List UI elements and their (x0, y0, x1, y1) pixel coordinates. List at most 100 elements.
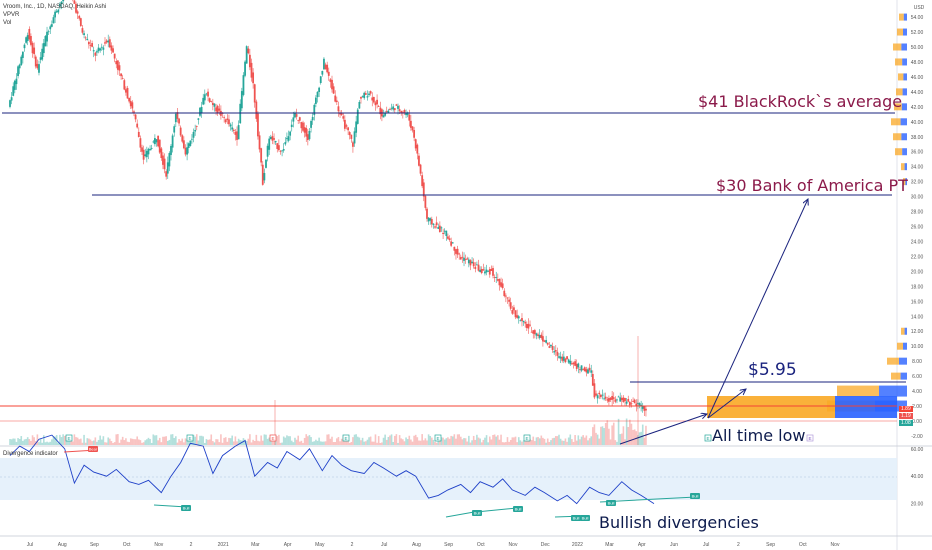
candle-body-384 (627, 399, 630, 402)
candle-body-281 (461, 256, 464, 258)
volume-bar-229 (377, 436, 380, 445)
candle-body-77 (133, 111, 135, 113)
candle-body-153 (255, 101, 258, 119)
volume-bar-357 (583, 437, 586, 445)
candle-body-83 (142, 149, 145, 160)
volume-bar-388 (633, 429, 636, 445)
osc-tick-2: 60.00 (911, 447, 924, 453)
volume-bar-235 (387, 436, 390, 445)
earnings-marker-future (806, 434, 814, 442)
candle-body-346 (566, 356, 568, 360)
volume-bar-274 (450, 435, 452, 445)
volume-bar-4 (15, 441, 18, 445)
candle-body-248 (408, 114, 411, 121)
volume-bar-302 (495, 436, 498, 445)
volume-bar-347 (567, 437, 570, 445)
volume-bar-70 (121, 436, 124, 445)
volume-bar-148 (247, 438, 250, 445)
candle-body-166 (276, 143, 279, 149)
volume-bar-91 (155, 435, 158, 445)
volume-bar-132 (221, 442, 224, 445)
volume-bar-324 (530, 440, 533, 445)
candle-body-144 (240, 91, 243, 109)
volume-bar-250 (411, 441, 414, 445)
volume-bar-332 (543, 438, 546, 445)
vpvr-up-8 (893, 133, 902, 141)
volume-bar-62 (109, 438, 111, 445)
candle-body-128 (215, 107, 217, 112)
legend-symbol: Vroom, Inc., 1D, NASDAQ, Heikin Ashi (3, 4, 107, 10)
volume-bar-133 (223, 437, 225, 445)
candle-body-242 (398, 109, 401, 111)
candle-body-56 (99, 48, 102, 51)
volume-bar-381 (622, 426, 625, 445)
candle-body-264 (434, 226, 436, 228)
x-tick-12: Aug (412, 542, 421, 548)
volume-bar-221 (365, 441, 367, 445)
candle-body-236 (389, 109, 391, 111)
earnings-marker-label-0: E (67, 436, 70, 441)
candle-body-175 (290, 124, 293, 128)
candle-body-201 (332, 86, 335, 94)
volume-bar-346 (566, 441, 568, 445)
candle-body-133 (223, 117, 226, 119)
volume-bar-214 (353, 434, 356, 445)
candle-body-170 (282, 149, 285, 151)
vpvr-down-3 (902, 58, 907, 66)
volume-bar-259 (426, 440, 428, 445)
candle-body-15 (33, 47, 36, 55)
vpvr-down-12 (904, 327, 907, 335)
candle-body-111 (187, 143, 190, 148)
volume-bar-134 (224, 437, 227, 445)
volume-bar-153 (255, 434, 258, 445)
volume-bar-227 (374, 434, 377, 445)
candle-body-260 (427, 217, 430, 222)
candle-body-257 (422, 182, 425, 197)
candle-body-297 (487, 270, 490, 272)
candle-body-72 (125, 89, 127, 93)
volume-bar-359 (587, 440, 589, 445)
volume-bar-210 (347, 439, 349, 445)
volume-bar-80 (138, 439, 140, 445)
volume-bar-21 (43, 435, 45, 445)
candle-body-255 (419, 164, 422, 174)
volume-bar-154 (257, 440, 259, 445)
candle-body-58 (102, 47, 105, 50)
volume-bar-350 (572, 441, 575, 445)
earnings-marker-label-6: E (706, 436, 709, 441)
candle-body-142 (237, 125, 240, 140)
candle-body-80 (137, 131, 140, 138)
volume-bar-341 (558, 434, 560, 445)
vpvr-block-down (835, 396, 897, 418)
annotation-blackrock: $41 BlackRock`s average (698, 92, 903, 111)
y-tick-1: 0.00 (912, 419, 922, 425)
volume-bar-361 (590, 436, 593, 445)
volume-bar-300 (492, 434, 494, 445)
candle-body-200 (331, 79, 333, 90)
volume-bar-140 (234, 436, 237, 445)
candle-body-293 (480, 268, 483, 274)
candle-body-119 (200, 106, 203, 114)
volume-bar-279 (458, 434, 460, 445)
candle-body-275 (451, 242, 454, 244)
volume-bar-287 (471, 440, 473, 445)
candle-body-305 (500, 282, 502, 287)
earnings-marker-0 (65, 434, 73, 442)
candle-body-328 (537, 334, 539, 336)
volume-bar-190 (315, 439, 317, 445)
y-tick-5: 8.00 (912, 359, 922, 365)
candle-body-12 (28, 28, 31, 40)
candle-body-75 (129, 100, 132, 107)
volume-bar-96 (163, 436, 166, 445)
candle-body-70 (121, 78, 124, 80)
volume-bar-304 (498, 439, 501, 445)
candle-body-219 (361, 96, 364, 98)
volume-bar-130 (218, 442, 221, 445)
volume-bar-197 (326, 434, 328, 445)
candle-body-317 (519, 320, 522, 322)
price-badge-dark: 1.08 (899, 420, 913, 426)
volume-bar-24 (47, 442, 50, 445)
candle-body-150 (250, 62, 253, 78)
candle-body-239 (393, 108, 396, 111)
